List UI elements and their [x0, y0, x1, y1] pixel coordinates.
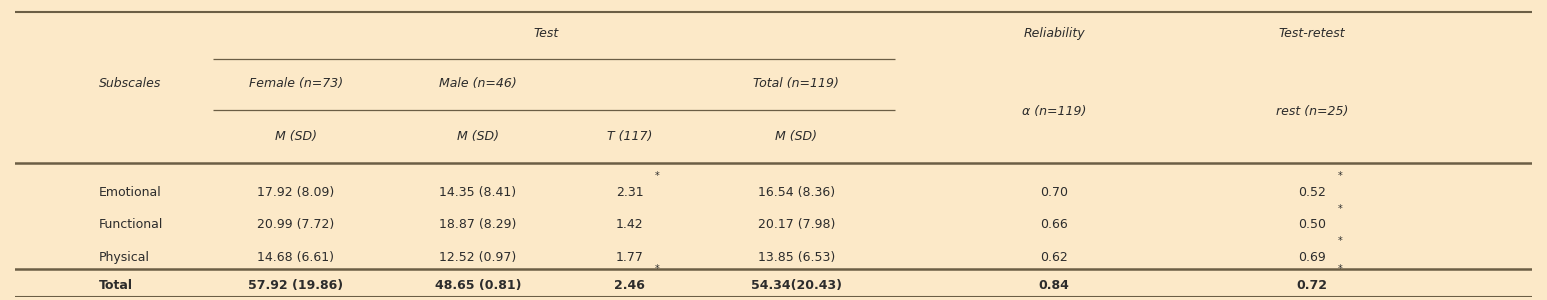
Text: 57.92 (19.86): 57.92 (19.86): [249, 279, 343, 292]
Text: Female (n=73): Female (n=73): [249, 77, 343, 90]
Text: 12.52 (0.97): 12.52 (0.97): [439, 251, 517, 264]
Text: Subscales: Subscales: [99, 77, 161, 90]
Text: 54.34(20.43): 54.34(20.43): [750, 279, 842, 292]
Text: M (SD): M (SD): [775, 130, 817, 143]
Text: 14.35 (8.41): 14.35 (8.41): [439, 186, 517, 199]
Text: 2.46: 2.46: [614, 279, 645, 292]
Text: 20.99 (7.72): 20.99 (7.72): [257, 218, 334, 232]
Text: 1.77: 1.77: [616, 251, 644, 264]
Text: *: *: [1338, 236, 1343, 246]
Text: Male (n=46): Male (n=46): [439, 77, 517, 90]
Text: 16.54 (8.36): 16.54 (8.36): [758, 186, 835, 199]
Text: Test-retest: Test-retest: [1278, 27, 1344, 40]
Text: Total (n=119): Total (n=119): [753, 77, 838, 90]
Text: α (n=119): α (n=119): [1021, 104, 1086, 118]
Text: M (SD): M (SD): [456, 130, 498, 143]
Text: 0.72: 0.72: [1296, 279, 1327, 292]
Text: M (SD): M (SD): [275, 130, 317, 143]
Text: 48.65 (0.81): 48.65 (0.81): [435, 279, 521, 292]
Text: 0.84: 0.84: [1038, 279, 1069, 292]
Text: Emotional: Emotional: [99, 186, 161, 199]
Text: *: *: [1338, 204, 1343, 214]
Text: 17.92 (8.09): 17.92 (8.09): [257, 186, 334, 199]
Text: Reliability: Reliability: [1023, 27, 1084, 40]
Text: *: *: [656, 264, 661, 274]
Text: 13.85 (6.53): 13.85 (6.53): [758, 251, 835, 264]
Text: 0.66: 0.66: [1040, 218, 1067, 232]
Text: 0.62: 0.62: [1040, 251, 1067, 264]
Text: 18.87 (8.29): 18.87 (8.29): [439, 218, 517, 232]
Text: 20.17 (7.98): 20.17 (7.98): [758, 218, 835, 232]
Text: Total: Total: [99, 279, 133, 292]
Text: T (117): T (117): [606, 130, 653, 143]
Text: 0.70: 0.70: [1040, 186, 1067, 199]
Text: 2.31: 2.31: [616, 186, 644, 199]
Text: Functional: Functional: [99, 218, 164, 232]
Text: Test: Test: [534, 27, 558, 40]
Text: 1.42: 1.42: [616, 218, 644, 232]
Text: *: *: [1338, 264, 1343, 274]
Text: *: *: [1338, 172, 1343, 182]
Text: 14.68 (6.61): 14.68 (6.61): [257, 251, 334, 264]
Text: Physical: Physical: [99, 251, 150, 264]
Text: 0.69: 0.69: [1298, 251, 1326, 264]
Text: *: *: [656, 172, 661, 182]
Text: rest (n=25): rest (n=25): [1276, 104, 1347, 118]
Text: 0.52: 0.52: [1298, 186, 1326, 199]
Text: 0.50: 0.50: [1298, 218, 1326, 232]
